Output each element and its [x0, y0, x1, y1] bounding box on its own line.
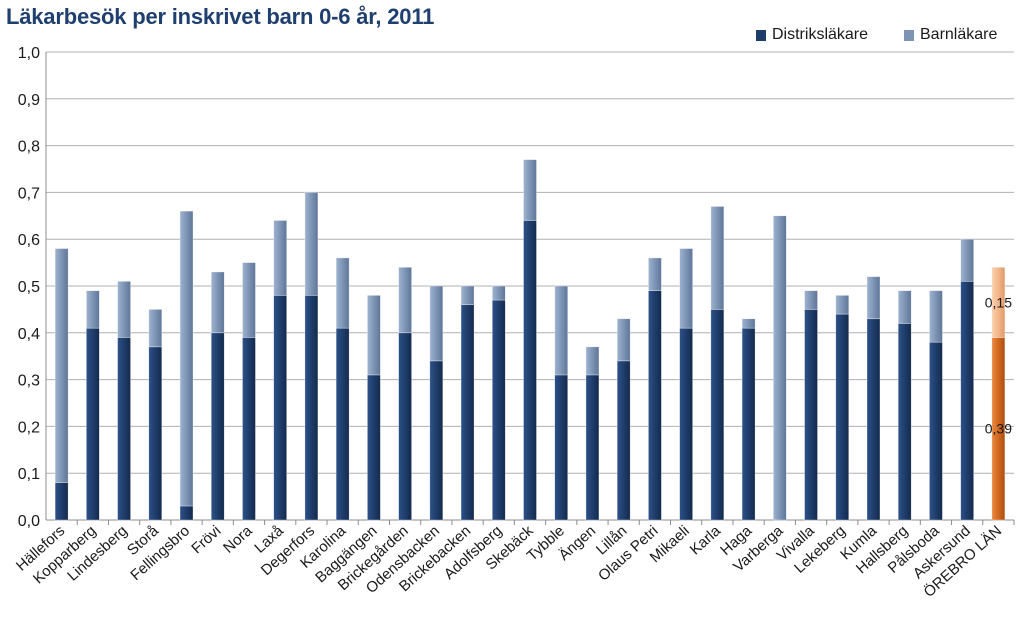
y-tick-label: 0,5	[18, 279, 40, 296]
bar-distrikslakare	[367, 374, 381, 521]
bar-barnlakare	[741, 318, 756, 329]
bar-distrikslakare	[210, 332, 225, 521]
bar-distrikslakare	[54, 482, 69, 521]
bar-barnlakare	[991, 266, 1006, 338]
bar-distrikslakare	[179, 505, 194, 521]
bar-distrikslakare	[304, 295, 319, 521]
bar-barnlakare	[835, 295, 850, 315]
bar-distrikslakare	[273, 295, 287, 521]
legend-item-barnlakare: Barnläkare	[904, 26, 997, 44]
bar-barnlakare	[866, 276, 881, 320]
bar-distrikslakare	[616, 360, 631, 521]
bar-barnlakare	[242, 262, 256, 338]
bar-barnlakare	[367, 295, 381, 376]
y-tick-label: 0,7	[18, 185, 40, 202]
bar-barnlakare	[304, 192, 319, 296]
bar-distrikslakare	[585, 374, 600, 521]
y-tick-label: 0,2	[18, 419, 40, 436]
bar-distrikslakare	[86, 327, 100, 521]
bar-barnlakare	[117, 281, 131, 338]
bar-barnlakare	[897, 290, 912, 324]
bar-barnlakare	[616, 318, 631, 362]
y-tick-label: 0,0	[18, 513, 40, 530]
bar-barnlakare	[648, 257, 662, 291]
chart-title: Läkarbesök per inskrivet barn 0-6 år, 20…	[6, 4, 435, 29]
legend-label-barnlakare: Barnläkare	[920, 26, 998, 43]
bar-distrikslakare	[679, 327, 693, 521]
bar-barnlakare	[679, 248, 693, 329]
bar-barnlakare	[554, 285, 569, 376]
bar-barnlakare	[398, 266, 412, 334]
bar-barnlakare	[773, 215, 787, 521]
bar-distrikslakare	[523, 220, 537, 521]
bar-barnlakare	[960, 238, 974, 282]
data-label: 0,39	[985, 421, 1012, 437]
bar-distrikslakare	[929, 341, 943, 521]
bar-distrikslakare	[648, 290, 662, 521]
bar-distrikslakare	[491, 299, 506, 521]
bar-distrikslakare	[710, 309, 725, 521]
bar-distrikslakare	[148, 346, 163, 521]
bar-barnlakare	[491, 285, 506, 301]
bar-barnlakare	[710, 206, 725, 310]
bar-barnlakare	[523, 159, 537, 221]
bar-barnlakare	[210, 271, 225, 334]
legend-swatch-barnlakare	[904, 29, 914, 41]
bar-barnlakare	[460, 285, 475, 306]
bar-distrikslakare	[117, 337, 131, 521]
bar-distrikslakare	[460, 304, 475, 521]
bar-distrikslakare	[866, 318, 881, 521]
bar-barnlakare	[585, 346, 600, 376]
legend-label-distrikslakare: Distriksläkare	[772, 26, 869, 43]
bar-distrikslakare	[835, 313, 850, 521]
y-tick-label: 0,1	[18, 466, 40, 483]
bar-distrikslakare	[242, 337, 256, 521]
bar-barnlakare	[148, 309, 163, 348]
x-tick-label: Karla	[687, 522, 725, 559]
x-tick-label: Frövi	[188, 522, 224, 557]
bar-distrikslakare	[897, 323, 912, 521]
bar-distrikslakare	[741, 327, 756, 521]
y-tick-label: 0,9	[18, 92, 40, 109]
bar-distrikslakare	[398, 332, 412, 521]
bar-barnlakare	[273, 220, 287, 296]
y-tick-label: 1,0	[18, 45, 40, 62]
bar-barnlakare	[54, 248, 69, 483]
bar-distrikslakare	[429, 360, 444, 521]
bar-barnlakare	[804, 290, 818, 310]
bar-barnlakare	[929, 290, 943, 343]
legend-swatch-distrikslakare	[756, 29, 766, 41]
data-label: 0,15	[985, 294, 1012, 310]
bar-distrikslakare	[335, 327, 350, 521]
y-tick-label: 0,6	[18, 232, 40, 249]
bar-barnlakare	[179, 210, 194, 507]
y-tick-label: 0,4	[18, 326, 40, 343]
x-tick-label: Nora	[220, 522, 256, 557]
y-tick-label: 0,8	[18, 139, 40, 156]
bar-distrikslakare	[804, 309, 818, 521]
y-tick-label: 0,3	[18, 373, 40, 390]
bar-barnlakare	[86, 290, 100, 329]
bar-barnlakare	[429, 285, 444, 362]
bar-distrikslakare	[554, 374, 569, 521]
legend-item-distrikslakare: Distriksläkare	[756, 26, 868, 44]
bar-distrikslakare	[960, 281, 974, 521]
bar-barnlakare	[335, 257, 350, 329]
